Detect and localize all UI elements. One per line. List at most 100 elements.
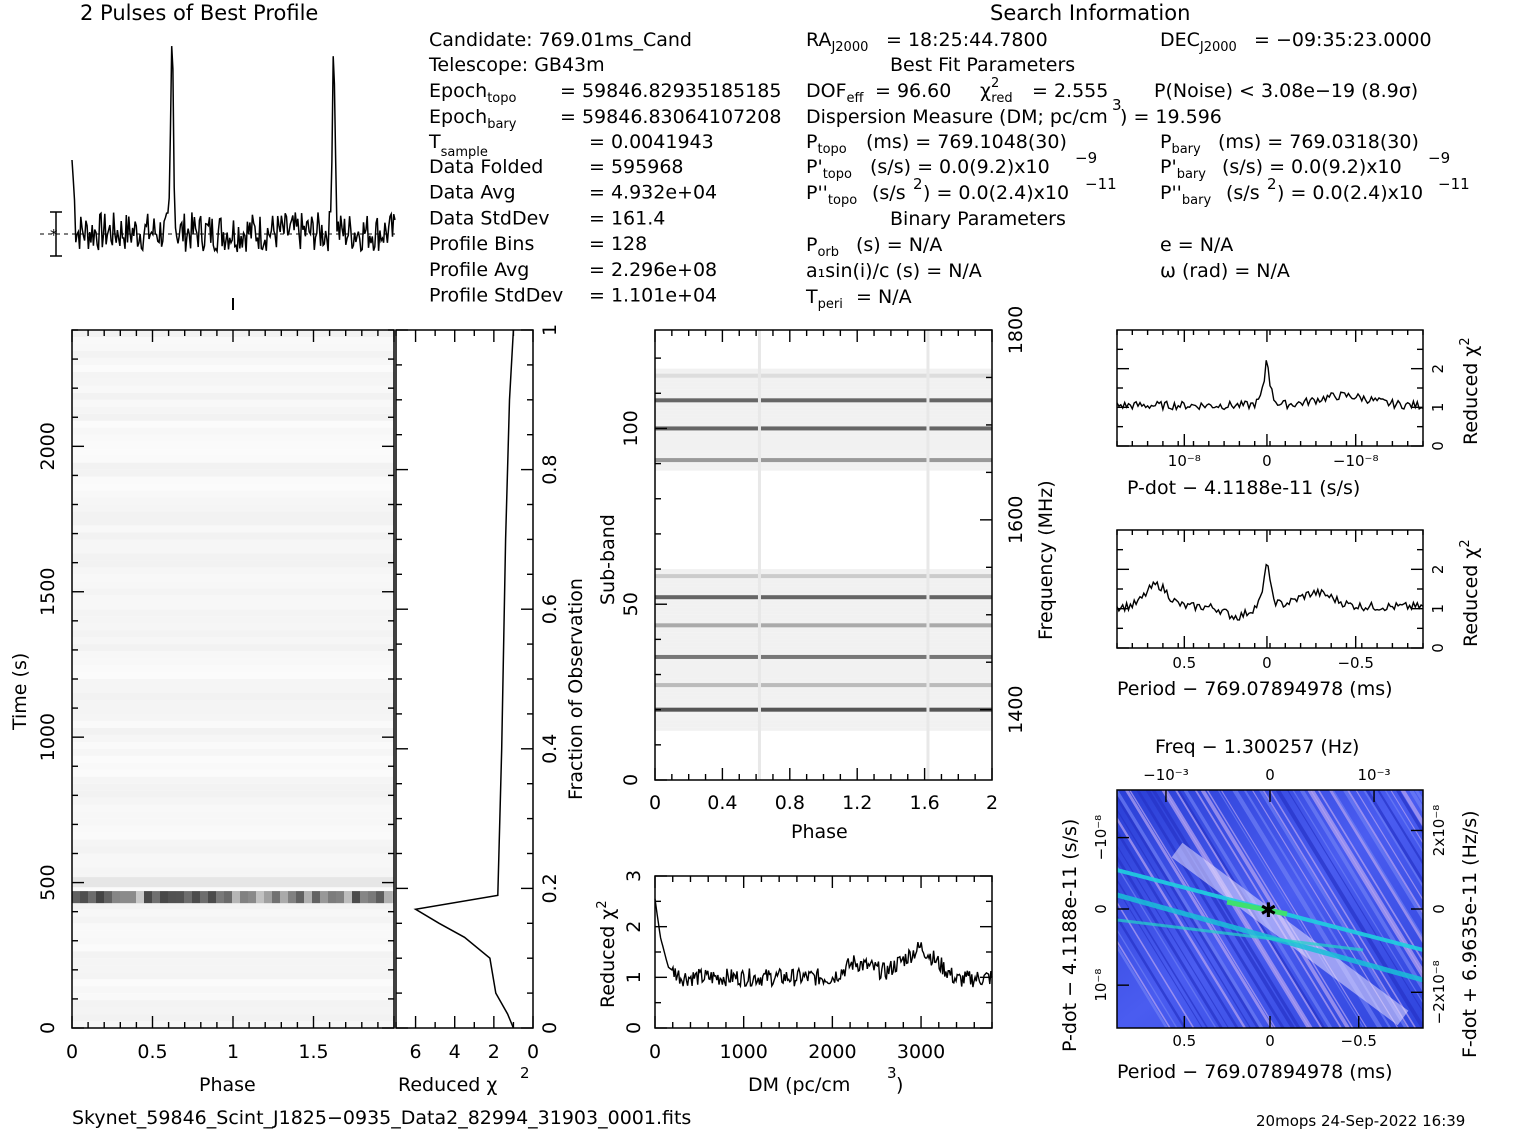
subband-row (655, 449, 992, 454)
time-band (72, 818, 394, 826)
footer-filename: Skynet_59846_Scint_J1825−0935_Data2_8299… (72, 1107, 691, 1129)
subband-row (655, 382, 992, 387)
bright-band-cell (96, 891, 104, 904)
subband-row (655, 446, 992, 450)
pddbary-label: P''bary (1160, 182, 1211, 208)
fraction-ytick: 0.2 (539, 873, 561, 903)
bright-band-cell (232, 891, 240, 904)
subband-ytick: 0 (620, 774, 642, 786)
chi-red-label: χ2 red (980, 76, 1013, 106)
heatmap-stripe (1363, 790, 1423, 889)
heatmap-stripe (1117, 828, 1239, 1028)
porb-label: Porb (806, 234, 839, 260)
dm-chi-panel: 0 1000 2000 3000 0 1 2 3 Reduced χ2 DM (pc/cm 3… (595, 870, 993, 1096)
bright-band-cell (272, 891, 280, 904)
dm-ytick: 0 (623, 1022, 645, 1034)
ptopo-label: Ptopo (806, 131, 847, 157)
time-band (72, 385, 394, 393)
ra-label: RAJ2000 (806, 29, 868, 55)
heatmap-stripe (1365, 790, 1423, 885)
phase-axis-label: Phase (199, 1074, 256, 1096)
heatmap-stripe (1117, 854, 1224, 1028)
chi-xtick: 10⁻⁸ (1168, 452, 1201, 470)
pddtopo-label: P''topo (806, 182, 857, 208)
pbary-label: Pbary (1160, 131, 1201, 157)
heatmap-stripe (1217, 790, 1365, 1028)
time-band (72, 448, 394, 456)
tsample-value: = 0.0041943 (589, 131, 714, 153)
time-band (72, 867, 394, 875)
cyan-ridge (1117, 918, 1364, 952)
time-phase-xtick: 1 (227, 1041, 239, 1063)
time-ytick: 1500 (37, 568, 59, 616)
bright-band-cell (280, 891, 288, 904)
subband-dark-band (655, 683, 992, 688)
dm-axis-close: ) (896, 1074, 903, 1096)
dm-axis-exp: 3 (887, 1064, 897, 1082)
time-band (72, 944, 394, 952)
bright-band-cell (136, 891, 144, 904)
heatmap-stripe (1117, 878, 1209, 1028)
time-band (72, 560, 394, 568)
time-band (72, 734, 394, 742)
subband-dark-band (655, 623, 992, 628)
pddtopo-unit-exp: 2 (913, 175, 923, 193)
time-band (72, 923, 394, 931)
pdot-left-label: P-dot − 4.1188e-11 (s/s) (1059, 819, 1081, 1052)
subband-row (655, 667, 992, 671)
heatmap-stripe (1117, 901, 1195, 1028)
bright-band-cell (104, 891, 112, 904)
period-axis-label: Period − 769.07894978 (ms) (1117, 678, 1393, 700)
bright-band-cell (176, 891, 184, 904)
profile-errorbar-star: * (50, 226, 58, 244)
subband-row (655, 639, 992, 643)
fraction-ytick: 0 (539, 1022, 561, 1034)
heatmap-stripe (1129, 790, 1277, 1028)
time-band (72, 651, 394, 659)
subband-row (655, 586, 992, 591)
subband-dark-band (655, 654, 992, 659)
time-band (72, 825, 394, 833)
bright-band-cell (224, 891, 232, 904)
time-band (72, 518, 394, 526)
subband-row (655, 417, 992, 422)
subband-row (655, 727, 992, 731)
time-band (72, 853, 394, 861)
time-band (72, 685, 394, 693)
heatmap-stripe (1377, 790, 1423, 866)
subband-row (655, 393, 992, 397)
heatmap-stripe (1292, 790, 1423, 1004)
frequency-ytick: 1800 (1005, 306, 1027, 354)
subband-dark-band (655, 574, 992, 579)
time-band (72, 965, 394, 973)
frequency-ytick: 1400 (1005, 686, 1027, 734)
time-band (72, 937, 394, 945)
pp-ytick: 10⁻⁸ (1092, 969, 1110, 1002)
subband-row (655, 618, 992, 622)
info-column-1: Candidate: 769.01ms_Cand Telescope: GB43… (428, 29, 781, 307)
subband-row (655, 720, 992, 724)
dm-ytick: 3 (623, 870, 645, 882)
time-band (72, 490, 394, 498)
chi-ytick: 1 (1429, 403, 1447, 413)
tperi-value: = N/A (856, 286, 912, 308)
subband-row (655, 431, 992, 436)
profile-line (71, 46, 396, 254)
subband-row (655, 463, 992, 468)
dm-axis-label: DM (pc/cm (748, 1074, 850, 1096)
subband-row (655, 442, 992, 446)
chi-xtick: 6 (410, 1041, 422, 1063)
pdot-chi-line (1116, 360, 1424, 413)
subband-dark-band (655, 595, 992, 600)
period-axis-label-2: Period − 769.07894978 (ms) (1117, 1061, 1393, 1083)
epoch-topo-value: = 59846.82935185185 (560, 80, 781, 102)
subband-row (655, 368, 992, 373)
dm-ytick: 2 (623, 921, 645, 933)
period-pdot-panel: ✱ 0.5 0 −0.5 −10⁻³ 0 10⁻³ −10⁻⁸ 0 10⁻⁸ 2x10⁻⁸ 0 −2x… (1059, 736, 1481, 1083)
bright-band-cell (296, 891, 304, 904)
time-band (72, 839, 394, 847)
dm-label: Dispersion Measure (DM; pc/cm (806, 106, 1108, 128)
subband-row (655, 671, 992, 675)
subband-row (655, 628, 992, 633)
